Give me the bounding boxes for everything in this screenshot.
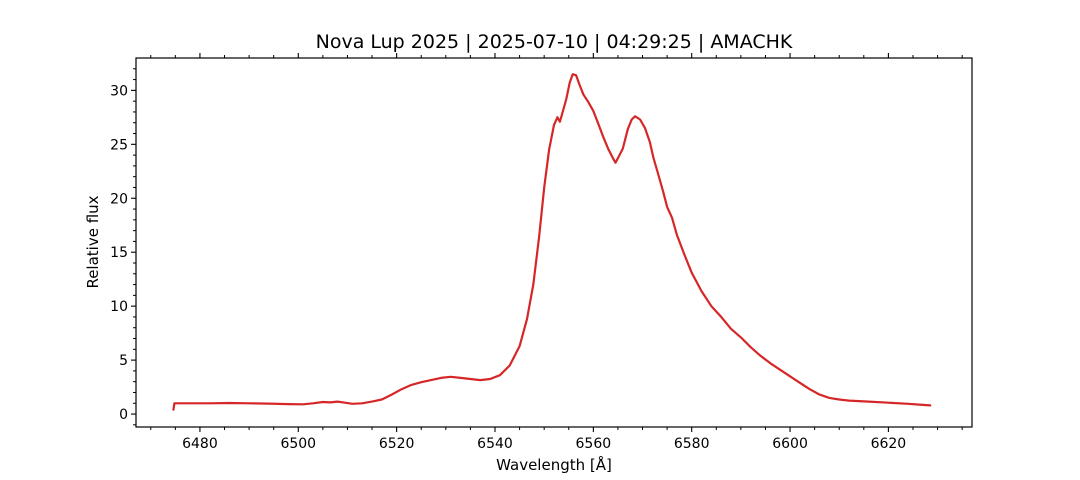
x-tick-label: 6560 [576, 436, 612, 452]
x-tick-label: 6600 [772, 436, 808, 452]
spectrum-line [172, 73, 932, 411]
y-tick-label: 5 [119, 353, 128, 369]
plot-area [172, 73, 932, 411]
axes-frame [135, 57, 973, 428]
x-axis: 6480 6500 6520 6540 6560 6580 6600 6620 [150, 53, 963, 452]
y-axis-label: Relative flux [84, 195, 102, 288]
y-tick-label: 15 [110, 245, 128, 261]
chart-title: Nova Lup 2025 | 2025-07-10 | 04:29:25 | … [316, 31, 793, 53]
x-axis-label: Wavelength [Å] [496, 455, 612, 474]
x-tick-label: 6620 [871, 436, 907, 452]
y-tick-label: 30 [110, 83, 128, 99]
y-tick-label: 20 [110, 191, 128, 207]
x-tick-label: 6520 [379, 436, 415, 452]
x-tick-label: 6580 [674, 436, 710, 452]
y-tick-label: 0 [119, 407, 128, 423]
x-tick-label: 6500 [280, 436, 316, 452]
x-tick-label: 6540 [477, 436, 513, 452]
x-tick-label: 6480 [182, 436, 218, 452]
y-axis: 0 5 10 15 20 25 30 [110, 68, 136, 426]
y-tick-label: 25 [110, 137, 128, 153]
y-tick-label: 10 [110, 299, 128, 315]
